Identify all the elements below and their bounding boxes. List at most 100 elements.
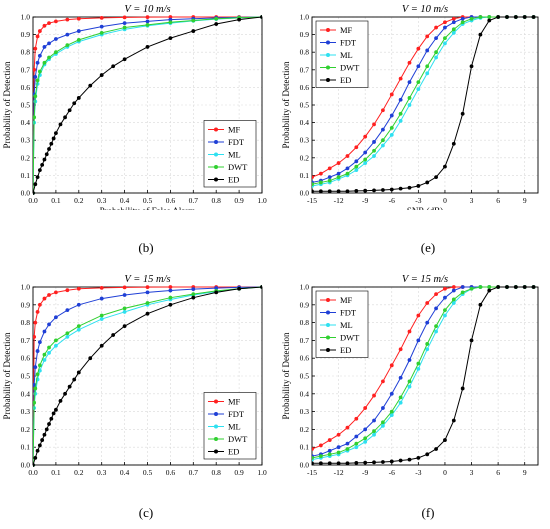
y-tick-label: 0.4: [21, 118, 31, 127]
series-dwt-point: [76, 324, 81, 329]
series-fdt-point: [372, 418, 376, 423]
series-ed-point: [260, 285, 262, 289]
y-tick-label: 0.6: [300, 354, 310, 363]
series-mf-point: [54, 290, 58, 295]
series-ml-point: [354, 445, 359, 450]
y-tick-label: 0.8: [21, 318, 31, 327]
series-dwt-point: [191, 292, 196, 297]
series-dwt-point: [327, 178, 332, 183]
y-tick-label: 0.0: [21, 189, 31, 198]
x-tick-label: 0.9: [234, 196, 244, 205]
series-ed-point: [122, 57, 127, 62]
series-dwt-point: [354, 441, 359, 446]
series-ml-point: [451, 301, 456, 305]
x-tick-label: 6: [496, 468, 500, 477]
series-mf-point: [33, 320, 38, 325]
series-fdt-point: [47, 41, 51, 46]
series-mf-point: [33, 46, 38, 51]
series-fdt-point: [327, 175, 332, 180]
series-dwt: [33, 15, 262, 195]
legend-label: ML: [228, 150, 241, 160]
x-tick-label: 0.8: [212, 196, 222, 205]
legend-label: MF: [340, 295, 353, 305]
y-tick-label: 0.7: [21, 336, 31, 345]
series-dwt-line: [33, 286, 262, 466]
x-tick-label: -9: [362, 196, 368, 205]
series-dwt-point: [389, 409, 394, 414]
series-ed-point: [372, 188, 376, 193]
series-mf-point: [443, 20, 447, 25]
series-dwt-point: [33, 115, 37, 120]
series-ed-point: [72, 377, 77, 382]
y-tick-label: 0.2: [21, 153, 31, 162]
series-dwt-point: [381, 138, 385, 143]
series-ed-point: [88, 356, 93, 361]
x-tick-label: 0.5: [143, 468, 153, 477]
series-ed-point: [318, 461, 323, 466]
series-ed: [312, 15, 536, 194]
x-tick-label: 0.8: [212, 468, 222, 477]
series-mf-point: [312, 447, 314, 451]
series-mf-point: [345, 425, 350, 430]
series-ed-point: [44, 427, 49, 432]
legend-swatch-marker: [214, 449, 218, 454]
series-dwt-point: [168, 295, 173, 300]
series-fdt-point: [354, 434, 359, 439]
series-mf-point: [425, 34, 430, 39]
chart-title: V = 15 m/s: [124, 274, 170, 285]
series-ml-point: [407, 103, 412, 107]
series-fdt-point: [434, 306, 438, 311]
series-fdt-point: [407, 358, 412, 362]
series-ml-point: [54, 343, 58, 348]
series-ed-point: [513, 285, 518, 289]
series-mf-point: [434, 292, 438, 297]
series-mf-point: [318, 171, 323, 176]
series-dwt-point: [372, 429, 376, 434]
series-ed-point: [214, 290, 219, 295]
series-dwt-point: [76, 37, 81, 42]
y-tick-label: 0.5: [21, 101, 31, 110]
legend-label: MF: [340, 25, 353, 35]
legend-box: [315, 20, 369, 88]
series-ed-point: [237, 286, 242, 291]
series-ed-point: [51, 136, 56, 141]
y-tick-label: 0.5: [21, 372, 31, 381]
series-dwt-point: [42, 352, 47, 357]
legend-swatch-marker: [214, 152, 218, 157]
x-tick-label: 0.3: [97, 196, 107, 205]
x-tick-label: 0.9: [234, 468, 244, 477]
series-dwt: [33, 285, 262, 467]
legend-label: DWT: [340, 63, 360, 73]
series-mf-point: [99, 15, 104, 20]
series-fdt-point: [345, 166, 350, 171]
series-fdt-point: [434, 36, 438, 41]
series-fdt-point: [443, 295, 447, 300]
series-fdt-point: [145, 290, 150, 295]
legend-label: ML: [228, 422, 241, 432]
series-ed-point: [111, 64, 116, 69]
series-mf-point: [416, 313, 421, 318]
legend-swatch-marker: [326, 28, 330, 32]
series-dwt-point: [425, 342, 430, 346]
series-dwt-point: [191, 18, 196, 23]
series-fdt-point: [345, 441, 350, 446]
x-tick-label: 6: [496, 196, 500, 205]
y-tick-label: 0.6: [21, 354, 31, 363]
series-ml-point: [99, 317, 104, 321]
legend-label: FDT: [228, 409, 245, 419]
legend-label: DWT: [228, 434, 248, 444]
series-fdt-point: [145, 19, 150, 24]
series-ed: [312, 285, 536, 466]
x-tick-label: 0.3: [97, 468, 107, 477]
legend-label: ED: [228, 447, 239, 457]
y-tick-label: 0.4: [21, 389, 31, 398]
series-ed-point: [496, 285, 501, 289]
series-dwt-point: [425, 64, 430, 69]
series-mf-point: [336, 161, 341, 165]
series-fdt-point: [416, 338, 421, 343]
series-fdt-point: [398, 375, 403, 380]
y-tick-label: 0.3: [21, 136, 31, 145]
series-ml-point: [363, 161, 368, 165]
x-tick-label: 0.2: [74, 196, 84, 205]
series-ed-point: [237, 17, 242, 22]
